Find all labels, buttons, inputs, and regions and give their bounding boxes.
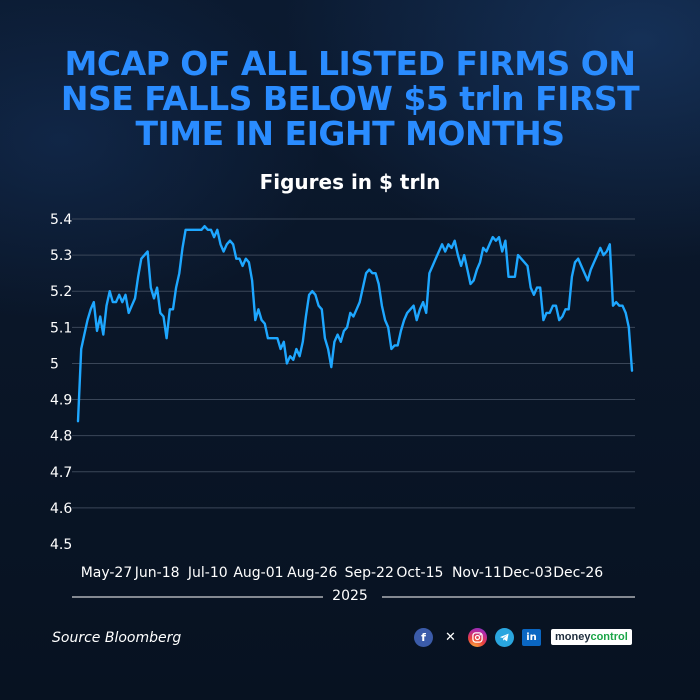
x-tick-label: Aug-26 [287, 565, 337, 581]
x-tick-label: May-27 [81, 565, 133, 581]
y-tick-label: 4.7 [50, 465, 72, 481]
facebook-icon[interactable]: f [414, 627, 433, 647]
y-tick-label: 4.6 [50, 501, 72, 517]
x-tick-label: Dec-26 [553, 565, 603, 581]
brand-part-1: money [555, 631, 591, 643]
x-tick-label: Aug-01 [233, 565, 283, 581]
y-tick-label: 5.4 [50, 212, 72, 228]
x-axis-ticks: May-27 Jun-18 Jul-10 Aug-01 Aug-26 Sep-22 Oct-… [81, 565, 604, 581]
y-axis-ticks: 4.5 4.6 4.7 4.8 4.9 5 5.1 5.2 5.3 5.4 [50, 212, 72, 553]
x-icon[interactable]: ✕ [445, 629, 456, 645]
y-tick-label: 5.2 [50, 284, 72, 300]
x-axis-year-label: 2025 [332, 588, 368, 604]
y-tick-label: 5.3 [50, 248, 72, 264]
moneycontrol-logo[interactable]: money control [551, 629, 632, 645]
y-tick-label: 4.5 [50, 537, 72, 553]
x-tick-label: Sep-22 [345, 565, 394, 581]
instagram-icon[interactable] [468, 627, 487, 647]
x-tick-label: Nov-11 [452, 565, 502, 581]
x-tick-label: Oct-15 [396, 565, 443, 581]
y-tick-label: 4.9 [50, 393, 72, 409]
x-tick-label: Jun-18 [134, 565, 180, 581]
source-note: Source Bloomberg [52, 630, 182, 646]
chart-title: MCAP OF ALL LISTED FIRMS ON NSE FALLS BE… [60, 44, 640, 153]
series-line [76, 225, 634, 423]
y-tick-label: 4.8 [50, 429, 72, 445]
linkedin-icon[interactable]: in [522, 628, 541, 646]
x-tick-label: Jul-10 [187, 565, 228, 581]
gridlines [72, 218, 635, 509]
y-tick-label: 5.1 [50, 320, 72, 336]
telegram-icon[interactable] [495, 627, 514, 647]
brand-part-2: control [590, 631, 628, 643]
x-tick-label: Dec-03 [503, 565, 553, 581]
social-links: f ✕ in money control [414, 627, 632, 647]
y-tick-label: 5 [50, 356, 59, 372]
chart-subtitle: Figures in $ trln [259, 170, 441, 194]
